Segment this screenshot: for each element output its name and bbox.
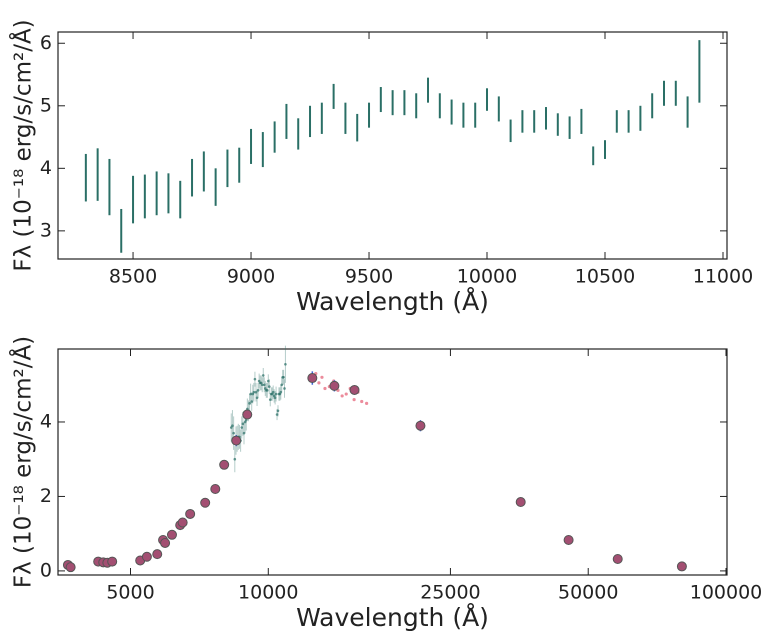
spectrum-point <box>320 375 324 379</box>
photometry-point <box>185 508 196 519</box>
spectrum-point <box>249 392 252 396</box>
y-tick-label: 0 <box>40 559 52 581</box>
spectrum-point <box>266 379 270 383</box>
x-tick-label: 10000 <box>238 582 298 604</box>
photometry-point <box>152 549 163 560</box>
photometry-point <box>515 497 526 508</box>
spectrum-point <box>352 398 356 402</box>
spectrum-point <box>261 374 265 377</box>
spectrum-point <box>267 385 271 388</box>
spectrum-point <box>256 389 260 392</box>
spectrum-point <box>280 383 284 387</box>
spectrum-point <box>248 402 251 405</box>
photometry-point <box>210 483 221 494</box>
y-tick-label: 3 <box>40 219 52 241</box>
photometry-point <box>141 551 152 562</box>
spectrum-point <box>262 383 266 387</box>
spectrum-point <box>254 390 258 394</box>
spectrum-point <box>360 399 364 404</box>
y-axis-label: Fλ (10⁻¹⁸ erg/s/cm²/Å) <box>9 19 37 271</box>
photometry-point <box>563 535 574 546</box>
y-tick-label: 2 <box>40 485 52 507</box>
spectrum-point <box>253 377 257 381</box>
photometry-point <box>65 562 76 573</box>
x-tick-label: 5000 <box>106 582 154 604</box>
x-tick-label: 8500 <box>109 266 157 288</box>
spectrum-point <box>273 396 277 400</box>
photometry-point <box>612 553 623 564</box>
spectrum-point <box>284 362 287 366</box>
spectrum-point <box>279 390 283 394</box>
photometry-point <box>415 420 426 431</box>
spectrum-point <box>231 424 234 427</box>
spectrum-point <box>323 386 327 391</box>
photometry-point <box>200 497 211 508</box>
spectrum-point <box>283 387 286 390</box>
spectrum-point <box>229 426 233 429</box>
spectrum-point <box>340 394 344 398</box>
x-tick-label: 11000 <box>693 266 753 288</box>
x-axis-label: Wavelength (Å) <box>296 287 489 316</box>
photometry-point <box>231 435 242 446</box>
spectrum-point <box>275 413 279 416</box>
photometry-point <box>329 380 340 391</box>
spectrum-point <box>365 401 369 405</box>
photometry-point <box>349 384 360 395</box>
spectrum-point <box>252 390 256 394</box>
y-tick-label: 4 <box>40 410 52 432</box>
spectrum-point <box>344 392 348 396</box>
y-tick-label: 4 <box>40 157 52 179</box>
y-axis-label: Fλ (10⁻¹⁸ erg/s/cm²/Å) <box>9 336 37 588</box>
photometry-point <box>107 556 118 567</box>
x-tick-label: 9000 <box>227 266 275 288</box>
x-tick-label: 50000 <box>558 582 618 604</box>
spectrum-point <box>276 409 280 413</box>
spectrum-point <box>240 426 244 429</box>
panel: 5000 10000 25000 50000 100000 0 2 4 Wavelength (… <box>9 336 763 632</box>
x-tick-label: 10500 <box>575 266 635 288</box>
spectrum-point <box>271 390 275 394</box>
panel: 8500 9000 9500 10000 10500 11000 3 4 5 6 Wavelengt… <box>9 19 754 316</box>
photometry-point <box>219 459 230 470</box>
x-tick-label: 100000 <box>690 582 763 604</box>
spectrum-point <box>268 398 272 401</box>
x-tick-label: 25000 <box>420 582 480 604</box>
spectrum-point <box>317 381 321 385</box>
photometry-point <box>166 529 177 540</box>
y-tick-label: 5 <box>40 94 52 116</box>
y-tick-label: 6 <box>40 32 52 54</box>
spectrum-point <box>232 431 235 435</box>
photometry-point <box>160 537 171 548</box>
spectrum-point <box>255 396 259 400</box>
spectrum-point <box>241 422 245 426</box>
spectrum-point <box>233 457 237 461</box>
photometry-point <box>676 561 687 572</box>
x-tick-label: 9500 <box>345 266 393 288</box>
spectrum-point <box>260 383 264 387</box>
photometry-point <box>177 517 188 528</box>
spectrum-point <box>242 431 246 435</box>
x-axis-label: Wavelength (Å) <box>296 603 489 632</box>
spectrum-point <box>274 392 278 396</box>
photometry-point <box>242 409 253 420</box>
spectrum-point <box>265 389 269 392</box>
x-tick-label: 10000 <box>457 266 517 288</box>
photometry-point <box>307 373 318 384</box>
plot-frame <box>57 31 728 260</box>
plot-frame <box>57 348 728 576</box>
spectrum-point <box>250 400 254 403</box>
spectrum-point <box>282 375 285 379</box>
